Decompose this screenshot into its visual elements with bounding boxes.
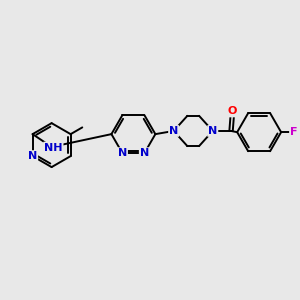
Text: N: N	[118, 148, 127, 158]
Text: N: N	[140, 148, 149, 158]
Text: N: N	[208, 126, 218, 136]
Text: N: N	[169, 126, 178, 136]
Text: F: F	[290, 127, 298, 137]
Text: N: N	[28, 151, 37, 161]
Text: NH: NH	[44, 142, 63, 153]
Text: O: O	[228, 106, 237, 116]
